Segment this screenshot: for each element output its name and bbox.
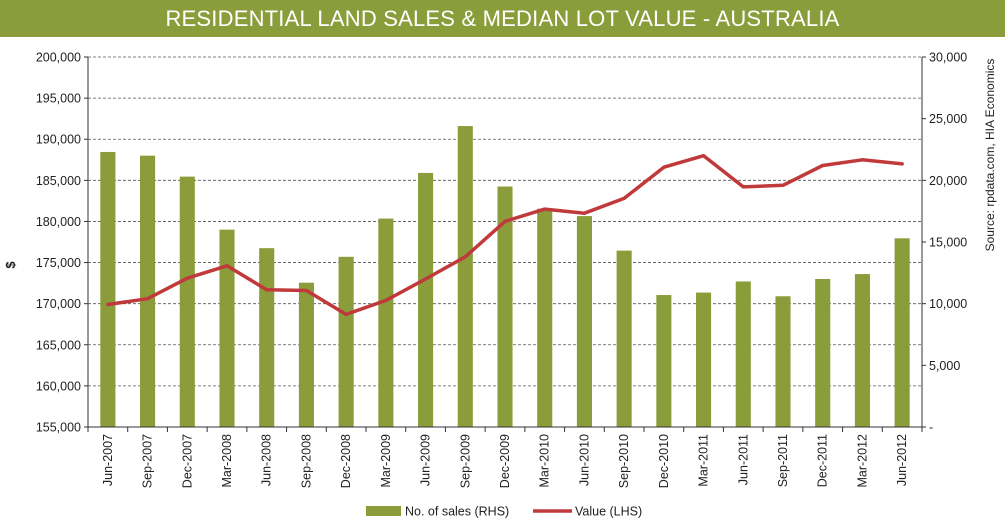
bar	[656, 295, 672, 427]
legend-swatch-no-of-sales	[366, 506, 401, 516]
y-right-tick-label: 25,000	[929, 112, 967, 126]
y-left-tick-label: 195,000	[36, 92, 81, 106]
chart-title: RESIDENTIAL LAND SALES & MEDIAN LOT VALU…	[0, 0, 1005, 37]
bar	[298, 282, 314, 427]
line-point	[146, 297, 150, 301]
x-tick-label: Mar-2011	[697, 434, 711, 487]
y-left-tick-label: 155,000	[36, 421, 81, 435]
y-left-tick-label: 170,000	[36, 297, 81, 311]
bar	[854, 274, 870, 427]
bar	[179, 176, 195, 427]
legend-label-value: Value (LHS)	[575, 505, 642, 519]
line-point	[860, 158, 864, 162]
bar	[219, 229, 235, 427]
line-point	[821, 164, 825, 168]
x-tick-label: Jun-2007	[101, 434, 115, 486]
x-tick-label: Jun-2009	[419, 434, 433, 486]
bar	[894, 238, 910, 427]
x-tick-label: Dec-2009	[498, 434, 512, 488]
y-left-tick-label: 180,000	[36, 215, 81, 229]
bar	[378, 218, 394, 427]
line-point	[702, 154, 706, 158]
y-left-tick-label: 175,000	[36, 256, 81, 270]
source-annotation: Source: rpdata.com, HIA Economics	[983, 59, 997, 252]
bar	[735, 281, 751, 427]
y-left-tick-label: 200,000	[36, 51, 81, 65]
axes: 155,000 160,000 165,000 170,000 175,000 180,0…	[36, 51, 967, 489]
line-point	[781, 183, 785, 187]
line-point	[265, 288, 269, 292]
line-point	[622, 196, 626, 200]
bar	[815, 279, 831, 427]
line-point	[543, 207, 547, 211]
x-tick-label: Mar-2009	[379, 434, 393, 488]
line-point	[304, 289, 308, 293]
y-left-tick-label: 165,000	[36, 338, 81, 352]
y-right-tick-label: 5,000	[929, 359, 960, 373]
line-point	[463, 255, 467, 259]
line-point	[900, 162, 904, 166]
bar	[457, 126, 473, 428]
line-point	[503, 219, 507, 223]
legend: No. of sales (RHS) Value (LHS)	[366, 505, 642, 519]
line-point	[344, 312, 348, 316]
y-left-tick-label: 160,000	[36, 379, 81, 393]
line-point	[384, 298, 388, 302]
y-left-tick-label: 190,000	[36, 133, 81, 147]
line-value	[106, 153, 904, 317]
bar	[775, 296, 791, 427]
x-tick-label: Jun-2008	[260, 434, 274, 486]
y-axis-left-title: $	[3, 261, 18, 269]
bar	[100, 151, 116, 427]
x-tick-label: Sep-2011	[776, 434, 790, 487]
bar	[537, 208, 553, 427]
x-tick-label: Jun-2011	[736, 434, 750, 485]
line-point	[106, 302, 110, 306]
x-tick-label: Dec-2007	[180, 434, 194, 488]
bar	[259, 248, 275, 427]
y-right-tick-label: 20,000	[929, 174, 967, 188]
x-tick-label: Mar-2010	[538, 434, 552, 488]
y-right-tick-label: 10,000	[929, 297, 967, 311]
line-point	[582, 211, 586, 215]
y-left-tick-label: 185,000	[36, 174, 81, 188]
x-tick-label: Sep-2007	[141, 434, 155, 488]
line-point	[662, 165, 666, 169]
bars-no-of-sales	[100, 126, 910, 428]
line-point	[424, 277, 428, 281]
legend-label-no-of-sales: No. of sales (RHS)	[405, 505, 509, 519]
line-point	[741, 185, 745, 189]
x-tick-label: Jun-2010	[577, 434, 591, 486]
bar	[418, 172, 434, 427]
x-tick-label: Sep-2008	[299, 434, 313, 488]
bar	[616, 250, 632, 427]
y-right-tick-label: -	[929, 421, 933, 435]
line-point	[225, 264, 229, 268]
bar	[497, 186, 513, 427]
x-tick-label: Jun-2012	[895, 434, 909, 486]
x-tick-label: Sep-2010	[617, 434, 631, 488]
x-tick-label: Dec-2010	[657, 434, 671, 488]
y-right-tick-label: 30,000	[929, 51, 967, 65]
y-right-tick-label: 15,000	[929, 236, 967, 250]
bar	[140, 155, 156, 427]
bar	[338, 256, 354, 427]
x-tick-label: Dec-2011	[816, 434, 830, 487]
line-point	[185, 276, 189, 280]
x-tick-label: Mar-2008	[220, 434, 234, 488]
x-tick-label: Dec-2008	[339, 434, 353, 488]
bar	[696, 292, 712, 427]
bar	[576, 216, 592, 427]
x-tick-label: Sep-2009	[458, 434, 472, 488]
x-tick-label: Mar-2012	[855, 434, 869, 488]
